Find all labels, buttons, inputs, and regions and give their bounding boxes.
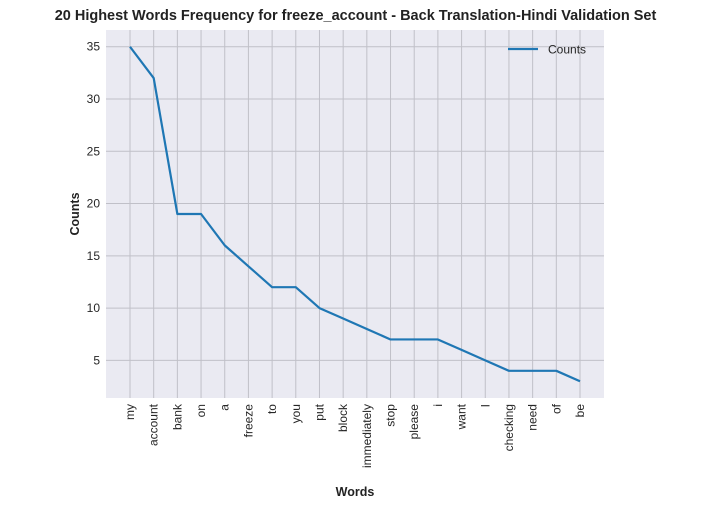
x-axis-ticks: my account bank on a freeze to you put block immed… [123,403,587,468]
x-tick-label: bank [170,403,184,430]
x-tick-label: checking [502,404,516,451]
chart-title: 20 Highest Words Frequency for freeze_ac… [54,8,657,24]
x-axis-label: Words [336,485,375,499]
y-axis-ticks: 5 10 15 20 25 30 35 [87,40,101,368]
x-tick-label: be [573,404,587,418]
x-tick-label: you [289,404,303,423]
y-tick-label: 25 [87,144,101,158]
y-tick-label: 35 [87,40,101,54]
x-tick-label: on [194,404,208,417]
grid-lines [106,30,604,398]
x-tick-label: put [312,403,326,420]
x-tick-label: stop [384,404,398,427]
x-tick-label: want [455,403,469,430]
x-tick-label: freeze [241,404,255,438]
series-line-counts [129,46,581,383]
x-tick-label: of [549,403,563,414]
y-tick-label: 30 [87,92,101,106]
x-tick-label: account [147,403,161,446]
y-tick-label: 15 [87,249,101,263]
y-tick-label: 5 [93,353,100,367]
x-tick-label: immediately [360,404,374,468]
y-tick-label: 10 [87,301,101,315]
x-tick-label: please [407,404,421,440]
legend: Counts [508,43,586,57]
y-axis-label: Counts [68,192,82,235]
legend-label: Counts [548,43,586,57]
y-tick-label: 20 [87,197,101,211]
x-tick-label: need [526,404,540,431]
x-tick-label: a [218,404,232,411]
x-tick-label: block [336,403,350,432]
x-tick-label: to [265,404,279,414]
x-tick-label: my [123,404,137,420]
x-tick-label: I [478,404,492,407]
x-tick-label: i [431,404,445,407]
